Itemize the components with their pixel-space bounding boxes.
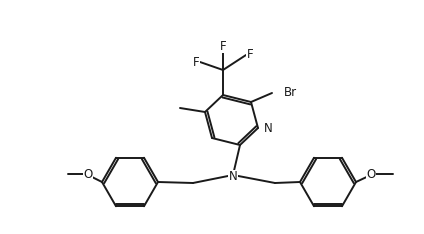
Text: O: O bbox=[366, 168, 376, 180]
Text: O: O bbox=[84, 168, 92, 180]
Text: F: F bbox=[247, 48, 253, 62]
Text: Br: Br bbox=[284, 87, 297, 99]
Text: N: N bbox=[264, 121, 273, 135]
Text: F: F bbox=[220, 40, 226, 52]
Text: N: N bbox=[229, 171, 237, 183]
Text: F: F bbox=[192, 55, 199, 69]
